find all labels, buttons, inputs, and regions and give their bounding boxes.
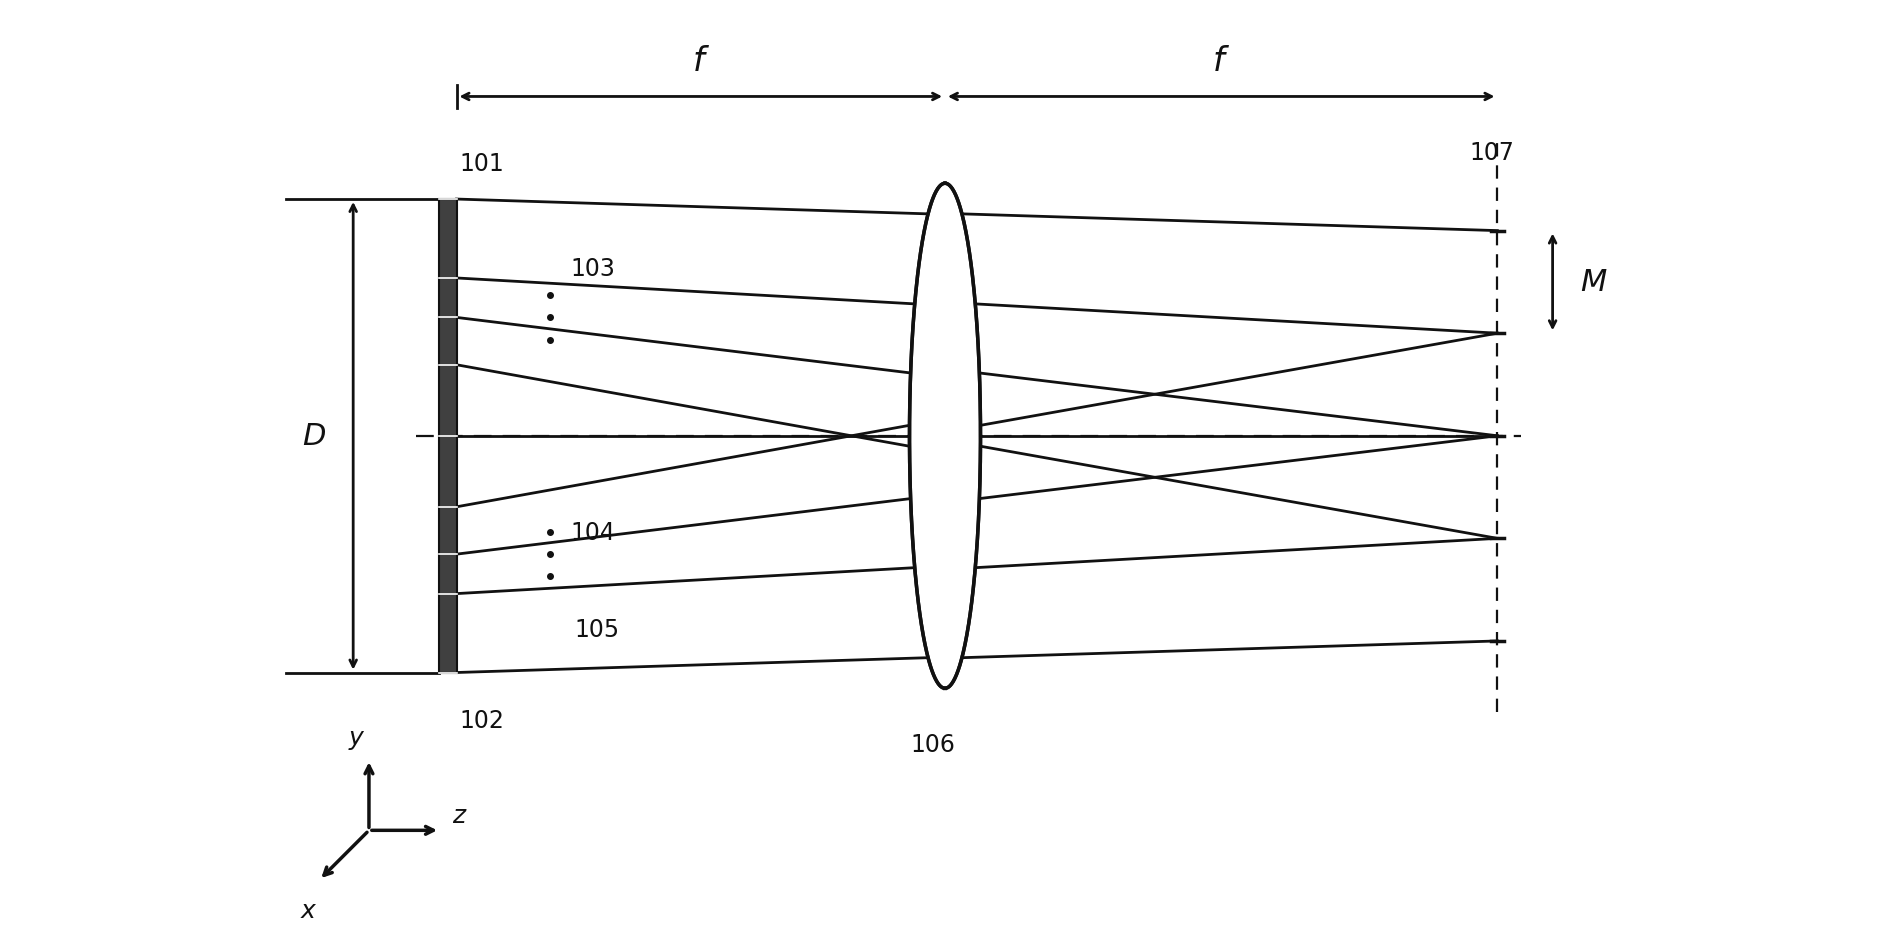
Text: 104: 104	[570, 520, 614, 544]
Text: 101: 101	[459, 152, 504, 176]
Text: $f$: $f$	[1211, 44, 1230, 78]
Bar	[438, 200, 457, 673]
Text: $M$: $M$	[1579, 268, 1608, 297]
Text: $y$: $y$	[348, 728, 366, 752]
Text: $z$: $z$	[451, 803, 467, 827]
Text: $D$: $D$	[302, 422, 325, 451]
Text: $x$: $x$	[300, 898, 317, 921]
Text: 103: 103	[570, 257, 614, 280]
Polygon shape	[909, 184, 980, 689]
Text: 105: 105	[574, 617, 620, 641]
Text: 107: 107	[1470, 140, 1513, 164]
Text: 102: 102	[459, 708, 504, 732]
Text: 106: 106	[910, 732, 956, 756]
Text: $f$: $f$	[691, 44, 710, 78]
